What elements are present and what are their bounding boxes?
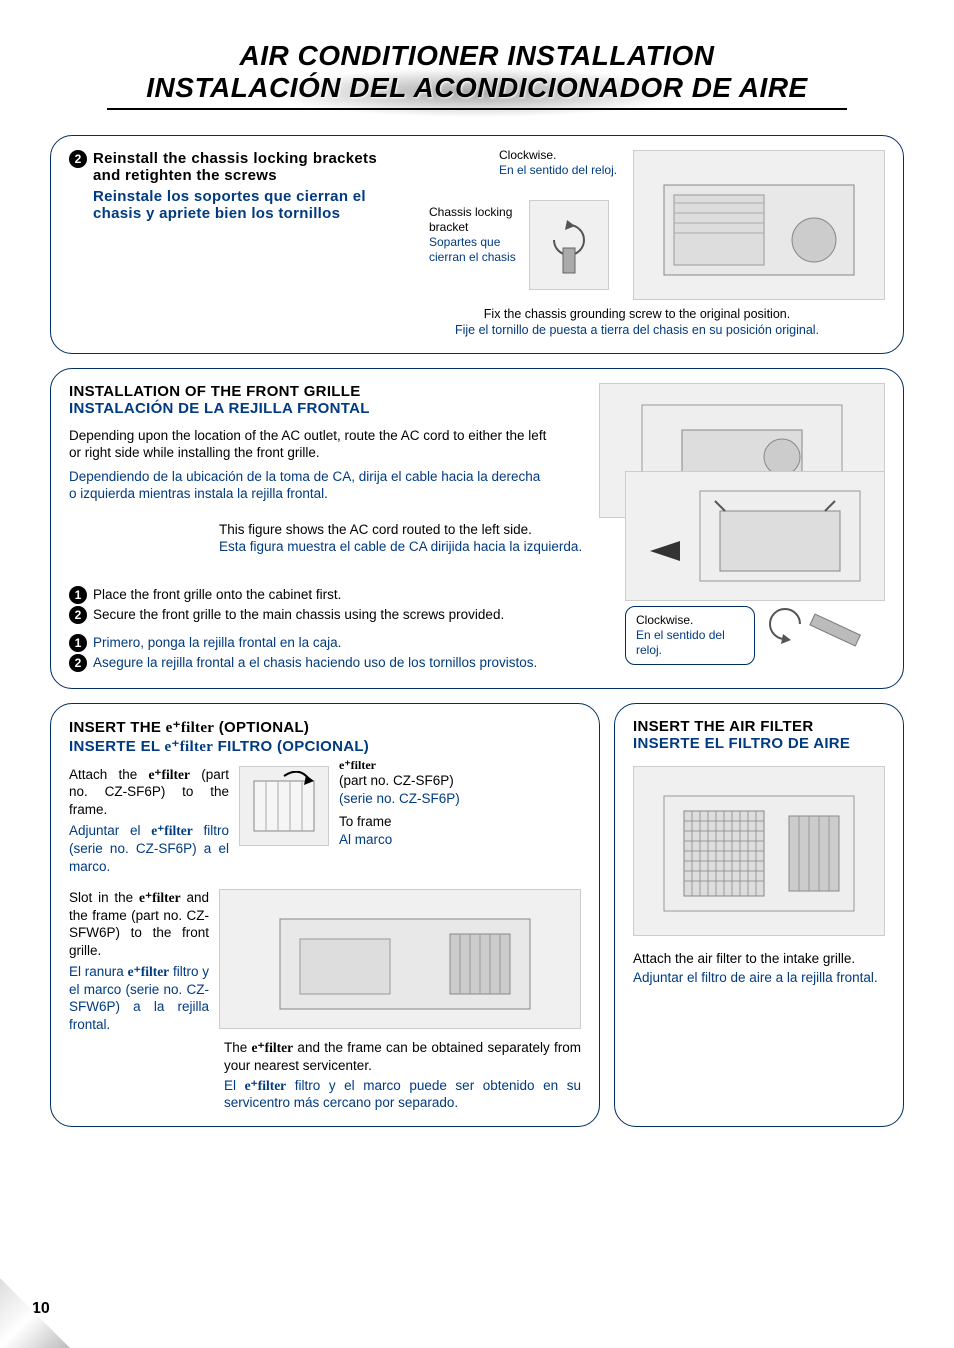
ac-filter-slot-icon bbox=[250, 899, 550, 1019]
panel3-slot-en: Slot in the e⁺filter and the frame (part… bbox=[69, 889, 209, 959]
panel3-head-es: INSERTE EL e⁺filter FILTRO (OPCIONAL) bbox=[69, 737, 581, 756]
diagram-airfilter bbox=[633, 766, 885, 936]
clockwise-es-2: En el sentido del reloj. bbox=[636, 628, 744, 658]
step-badge-es-2: 2 bbox=[69, 654, 87, 672]
page-curl bbox=[0, 1278, 70, 1348]
screw-clockwise-icon bbox=[765, 604, 875, 659]
panel2-s1-es: Primero, ponga la rejilla frontal en la … bbox=[93, 634, 625, 652]
clockwise-en-1: Clockwise. bbox=[499, 148, 617, 163]
panel3-attach-en: Attach the e⁺filter (part no. CZ-SF6P) t… bbox=[69, 766, 229, 819]
panel-front-grille: INSTALLATION OF THE FRONT GRILLE INSTALA… bbox=[50, 368, 904, 689]
panel2-fig-en: This figure shows the AC cord routed to … bbox=[219, 521, 589, 539]
toframe-en: To frame bbox=[339, 813, 460, 831]
filter-mesh-icon bbox=[244, 771, 324, 841]
diagram-bracket-screw bbox=[529, 200, 609, 290]
panel1-head-en: Reinstall the chassis locking brackets a… bbox=[93, 150, 377, 184]
step-badge-en-2: 2 bbox=[69, 606, 87, 624]
panel4-attach-en: Attach the air filter to the intake gril… bbox=[633, 950, 885, 968]
panel4-head-en: INSERT THE AIR FILTER bbox=[633, 718, 885, 735]
airfilter-install-icon bbox=[644, 776, 874, 926]
panel1-head-es: Reinstale los soportes que cierran el ch… bbox=[93, 188, 377, 222]
page-title-block: AIR CONDITIONER INSTALLATION INSTALACIÓN… bbox=[50, 40, 904, 110]
diagram-grille-attach bbox=[625, 471, 885, 601]
diagram-filter-slot bbox=[219, 889, 581, 1029]
efilter-icon-es: e⁺filter bbox=[165, 739, 214, 755]
bracket-label-en: Chassis locking bracket bbox=[429, 205, 529, 235]
panel2-head-es: INSTALACIÓN DE LA REJILLA FRONTAL bbox=[69, 400, 589, 417]
panel-insert-airfilter: INSERT THE AIR FILTER INSERTE EL FILTRO … bbox=[614, 703, 904, 1127]
partno-es: (serie no. CZ-SF6P) bbox=[339, 790, 460, 808]
panel-insert-efilter: INSERT THE e⁺filter (OPTIONAL) INSERTE E… bbox=[50, 703, 600, 1127]
panel3-attach-es: Adjuntar el e⁺filter filtro (serie no. C… bbox=[69, 822, 229, 875]
panel3-slot-es: El ranura e⁺filter filtro y el marco (se… bbox=[69, 963, 209, 1033]
screw-rotation-icon bbox=[539, 210, 599, 280]
panel4-attach-es: Adjuntar el filtro de aire a la rejilla … bbox=[633, 969, 885, 987]
panel2-fig-es: Esta figura muestra el cable de CA dirij… bbox=[219, 538, 589, 556]
ac-unit-illustration bbox=[654, 165, 864, 285]
panel3-obtain-es: El e⁺filter filtro y el marco puede ser … bbox=[224, 1077, 581, 1112]
step-badge-2: 2 bbox=[69, 150, 87, 168]
title-es: INSTALACIÓN DEL ACONDICIONADOR DE AIRE bbox=[50, 72, 904, 104]
title-en: AIR CONDITIONER INSTALLATION bbox=[50, 40, 904, 72]
panel-chassis-brackets: 2 Reinstall the chassis locking brackets… bbox=[50, 135, 904, 354]
panel1-footer-es: Fije el tornillo de puesta a tierra del … bbox=[389, 322, 885, 338]
panel4-head-es: INSERTE EL FILTRO DE AIRE bbox=[633, 735, 885, 752]
diagram-ac-chassis bbox=[633, 150, 885, 300]
panel2-s1-en: Place the front grille onto the cabinet … bbox=[93, 586, 625, 604]
panel2-s2-es: Asegure la rejilla frontal a el chasis h… bbox=[93, 654, 625, 672]
panel3-head-en: INSERT THE e⁺filter (OPTIONAL) bbox=[69, 718, 581, 737]
panel2-s2-en: Secure the front grille to the main chas… bbox=[93, 606, 625, 624]
step-badge-en-1: 1 bbox=[69, 586, 87, 604]
diagram-filter-frame bbox=[239, 766, 329, 846]
bracket-label-es: Sopartes que cierran el chasis bbox=[429, 235, 529, 265]
panel2-p1-en: Depending upon the location of the AC ou… bbox=[69, 427, 549, 462]
panel2-head-en: INSTALLATION OF THE FRONT GRILLE bbox=[69, 383, 589, 400]
step-badge-es-1: 1 bbox=[69, 634, 87, 652]
toframe-es: Al marco bbox=[339, 831, 460, 849]
panel2-p1-es: Dependiendo de la ubicación de la toma d… bbox=[69, 468, 549, 503]
efilter-icon: e⁺filter bbox=[166, 720, 215, 736]
panel3-obtain-en: The e⁺filter and the frame can be obtain… bbox=[224, 1039, 581, 1074]
clockwise-en-2: Clockwise. bbox=[636, 613, 744, 628]
grille-attach-icon bbox=[640, 481, 870, 591]
clockwise-es-1: En el sentido del reloj. bbox=[499, 163, 617, 178]
partno-en: (part no. CZ-SF6P) bbox=[339, 772, 460, 790]
efilter-label-icon: e⁺filter bbox=[339, 758, 460, 772]
panel1-footer-en: Fix the chassis grounding screw to the o… bbox=[389, 306, 885, 322]
